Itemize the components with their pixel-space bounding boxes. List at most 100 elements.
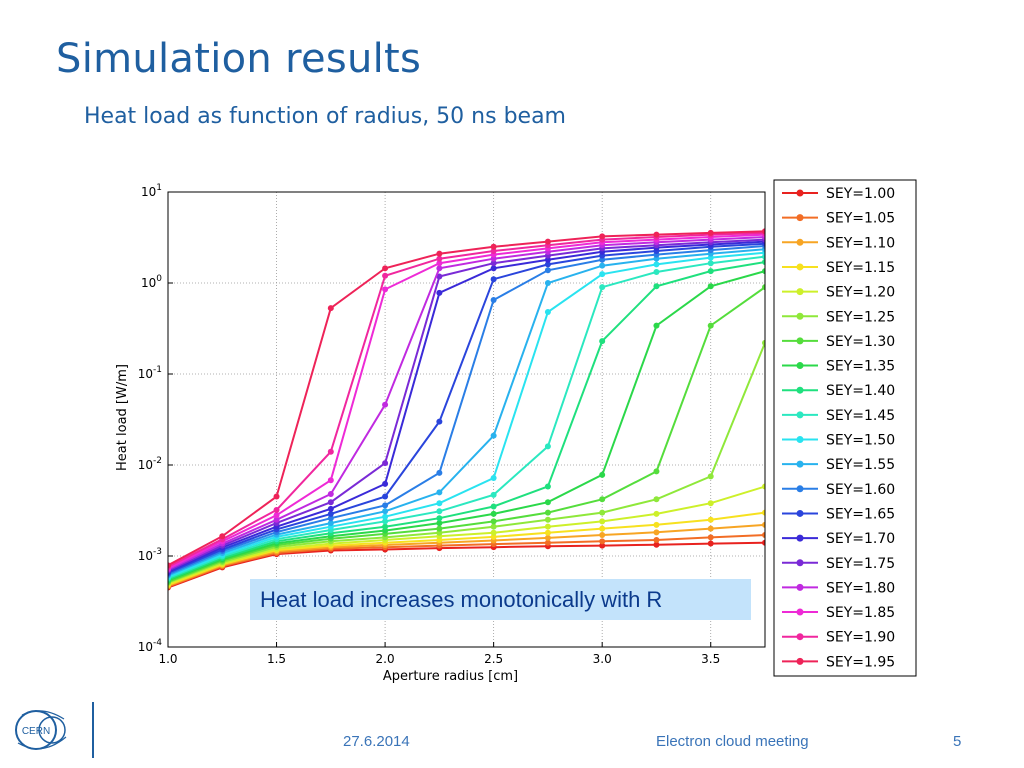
data-point — [436, 260, 443, 267]
data-point — [490, 533, 497, 540]
legend-entry: SEY=1.85 — [826, 605, 895, 621]
legend-swatch-marker — [796, 411, 804, 419]
data-point — [707, 322, 714, 329]
data-point — [599, 284, 606, 291]
series-line-SEY=1.50 — [168, 251, 765, 578]
data-point — [599, 518, 606, 525]
data-point — [762, 521, 765, 528]
plot-area: 1.0 1.5 2.0 2.5 3.0 3.5 101 100 10-1 10-2 10-3 10-4… — [115, 183, 766, 684]
data-point — [707, 473, 714, 480]
data-point — [490, 297, 497, 304]
data-point — [382, 502, 389, 509]
data-point — [436, 265, 443, 272]
series-line-SEY=1.65 — [168, 242, 765, 574]
footer-page-number: 5 — [953, 733, 962, 750]
legend-entry: SEY=1.10 — [826, 235, 895, 251]
legend-entry: SEY=1.40 — [826, 383, 895, 399]
callout-box: Heat load increases monotonically with R — [250, 579, 751, 620]
data-point — [544, 509, 551, 516]
heat-load-chart: 1.0 1.5 2.0 2.5 3.0 3.5 101 100 10-1 10-2 10-3 10-4… — [115, 179, 917, 684]
data-point — [436, 250, 443, 257]
series-group — [168, 228, 765, 591]
data-point — [490, 265, 497, 272]
data-point — [707, 268, 714, 275]
legend-entry: SEY=1.35 — [826, 359, 895, 375]
x-tick-label: 2.0 — [376, 652, 395, 666]
legend-swatch-marker — [796, 608, 804, 616]
y-tick-label: 100 — [141, 274, 162, 290]
data-point — [544, 443, 551, 450]
data-point — [382, 518, 389, 525]
legend-entry: SEY=1.30 — [826, 334, 895, 350]
data-point — [490, 510, 497, 517]
data-point — [762, 483, 765, 490]
data-point — [327, 305, 334, 312]
cern-logo-text: CERN — [22, 726, 50, 737]
data-point — [544, 539, 551, 546]
data-point — [490, 523, 497, 530]
y-tick-label: 101 — [141, 183, 162, 199]
legend-swatch-marker — [796, 509, 804, 517]
data-point — [327, 491, 334, 498]
data-point — [382, 272, 389, 279]
data-point — [327, 499, 334, 506]
data-point — [599, 532, 606, 539]
data-point — [327, 448, 334, 455]
data-point — [436, 508, 443, 515]
legend-swatch-marker — [796, 189, 804, 197]
series-line-SEY=1.00 — [168, 541, 765, 589]
data-point — [490, 474, 497, 481]
data-point — [382, 460, 389, 467]
data-point — [273, 516, 280, 523]
data-point — [707, 534, 714, 541]
data-point — [544, 516, 551, 523]
data-point — [544, 256, 551, 263]
legend-entry: SEY=1.65 — [826, 506, 895, 522]
data-point — [382, 480, 389, 487]
legend-frame — [773, 179, 917, 677]
legend-entry: SEY=1.00 — [826, 186, 895, 202]
legend-swatch-marker — [796, 436, 804, 443]
legend-entry: SEY=1.45 — [826, 408, 895, 424]
data-point — [653, 536, 660, 543]
slide-subtitle: Heat load as function of radius, 50 ns b… — [84, 104, 566, 129]
series-line-SEY=1.15 — [168, 511, 765, 586]
data-point — [653, 261, 660, 268]
data-point — [707, 260, 714, 267]
data-point — [436, 525, 443, 532]
y-tick-label: 10-1 — [138, 365, 162, 381]
footer-event: Electron cloud meeting — [656, 733, 809, 750]
x-tick-label: 1.0 — [158, 652, 177, 666]
data-point — [436, 529, 443, 536]
slide-title: Simulation results — [56, 36, 422, 82]
data-point — [653, 283, 660, 290]
data-point — [436, 515, 443, 522]
data-point — [653, 322, 660, 329]
data-point — [436, 500, 443, 507]
data-point — [544, 523, 551, 530]
legend-swatch-marker — [796, 312, 804, 320]
data-point — [382, 493, 389, 500]
legend-swatch-marker — [796, 263, 804, 271]
legend-entry: SEY=1.95 — [826, 654, 895, 670]
y-axis-label: Heat load [W/m] — [115, 364, 130, 471]
data-point — [436, 520, 443, 527]
series-line-SEY=1.05 — [168, 534, 765, 588]
legend-entry: SEY=1.75 — [826, 556, 895, 572]
data-point — [544, 267, 551, 274]
data-point — [490, 260, 497, 267]
series-line-SEY=1.25 — [168, 342, 765, 584]
data-point — [599, 271, 606, 278]
data-point — [762, 268, 765, 275]
legend-swatch-marker — [796, 214, 804, 222]
data-point — [544, 534, 551, 541]
legend-swatch-marker — [796, 633, 804, 641]
data-point — [653, 231, 660, 238]
legend-entry: SEY=1.90 — [826, 630, 895, 646]
data-point — [544, 499, 551, 506]
series-line-SEY=1.60 — [168, 245, 765, 576]
data-point — [762, 228, 765, 235]
data-point — [382, 523, 389, 530]
legend-entry: SEY=1.50 — [826, 433, 895, 449]
data-point — [273, 507, 280, 514]
